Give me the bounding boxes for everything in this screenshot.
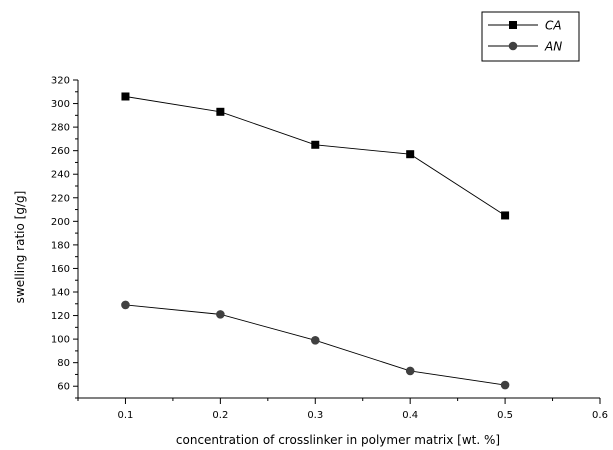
y-axis: 60 80 100 120 140 160 180 200 220 240 260 280 300 320 [51,76,79,399]
y-tick-label: 240 [51,170,70,181]
series-ca [121,92,510,220]
x-tick-label: 0.2 [212,410,228,421]
y-axis-title: swelling ratio [g/g] [13,191,27,304]
y-tick-label: 320 [51,76,70,87]
y-tick-label: 200 [51,217,70,228]
x-axis: 0.1 0.2 0.3 0.4 0.5 0.6 [77,397,608,421]
data-point-an [216,310,225,319]
y-tick-label: 160 [51,264,70,275]
x-tick-label: 0.4 [402,410,418,421]
data-point-ca [216,107,225,116]
data-point-ca [501,211,510,220]
data-point-an [310,335,320,345]
legend: CA AN [481,11,580,62]
y-tick-label: 220 [51,193,70,204]
data-point-ca [406,150,415,159]
legend-item-ca: CA [488,19,562,33]
y-tick-label: 100 [51,335,70,346]
y-tick-label: 120 [51,311,70,322]
series-line-an [125,304,506,386]
data-point-ca [311,140,320,149]
y-tick-label: 180 [51,240,70,251]
legend-label: CA [545,19,562,33]
data-point-ca [121,92,130,101]
y-tick-label: 260 [51,146,70,157]
legend-box [481,11,580,62]
x-tick-label: 0.5 [497,410,513,421]
y-tick-label: 280 [51,123,70,134]
legend-marker [508,41,518,51]
data-point-an [500,380,510,390]
legend-marker [509,21,517,29]
y-tick-label: 60 [57,382,70,393]
data-point-an [405,366,415,376]
data-point-an [121,300,130,310]
x-tick-label: 0.6 [592,410,608,421]
y-tick-label: 300 [51,99,70,110]
y-tick-label: 140 [51,288,70,299]
legend-label: AN [544,40,562,54]
x-tick-label: 0.3 [307,410,323,421]
legend-item-an: AN [488,40,562,54]
series-an [121,300,510,390]
x-tick-label: 0.1 [118,410,134,421]
series-layer [121,92,510,390]
y-tick-label: 80 [57,358,70,369]
series-line-ca [125,96,506,216]
x-axis-title: concentration of crosslinker in polymer … [176,433,500,447]
